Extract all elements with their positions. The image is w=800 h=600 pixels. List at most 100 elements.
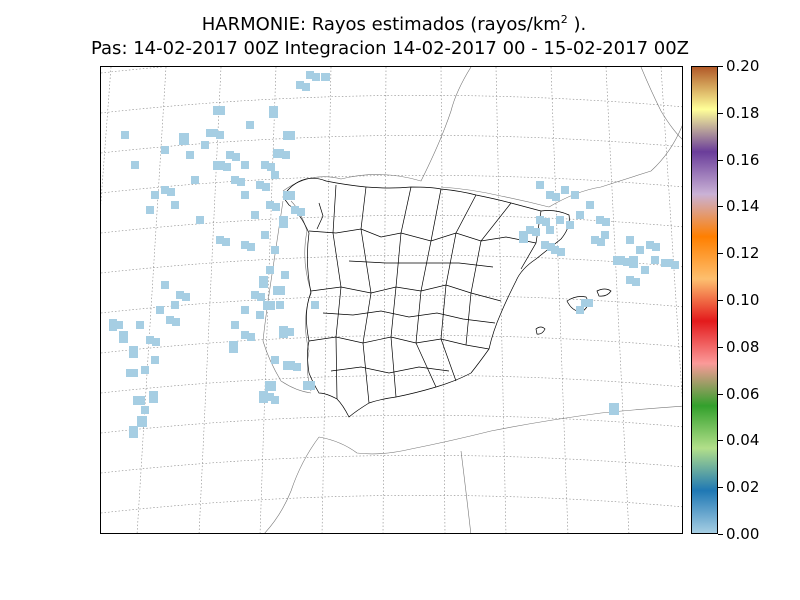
lightning-cell (191, 176, 199, 184)
lightning-cell (546, 226, 554, 234)
lightning-cell (623, 258, 631, 266)
lightning-cell (256, 311, 264, 319)
lightning-cell (541, 241, 549, 249)
graticule-lines (101, 67, 682, 533)
lightning-cell (286, 328, 294, 336)
meridian-line (198, 67, 222, 533)
lightning-cell (126, 369, 138, 377)
lightning-cell (296, 81, 304, 89)
colorbar-label: 0.00 (726, 525, 760, 543)
lightning-cell (536, 181, 544, 189)
meridian-line (440, 67, 446, 533)
lightning-cell (279, 326, 288, 338)
france-coast (282, 67, 472, 192)
lightning-cell (231, 321, 239, 329)
colorbar-label: 0.14 (726, 197, 760, 216)
lightning-cell (626, 236, 634, 244)
lightning-cell (629, 256, 638, 268)
colorbar-tick (718, 66, 723, 67)
lightning-cell (241, 241, 249, 249)
province-boundary (390, 186, 412, 398)
meridian-line (660, 67, 682, 400)
colorbar-tick (718, 440, 723, 442)
lightning-cell (241, 191, 249, 199)
lightning-cell (576, 211, 584, 219)
colorbar-tick (718, 112, 723, 114)
lightning-cell (133, 396, 145, 405)
meridian-line (605, 67, 630, 533)
province-boundary (308, 336, 490, 350)
lightning-cell (613, 256, 625, 265)
lightning-cell (262, 183, 270, 191)
lightning-cell (179, 133, 189, 145)
parallel-line (101, 215, 682, 234)
lightning-cell (281, 271, 289, 279)
meridian-line (495, 67, 507, 533)
lightning-cell (229, 341, 238, 353)
colorbar-label: 0.08 (726, 337, 760, 356)
lightning-cell (156, 306, 164, 314)
lightning-cell (151, 191, 159, 199)
lightning-cell (556, 216, 564, 224)
colorbar-label: 0.02 (726, 478, 760, 497)
lightning-cell (269, 106, 278, 118)
colorbar-label: 0.04 (726, 431, 760, 450)
lightning-cell (291, 206, 299, 214)
lightning-cell (261, 161, 269, 169)
province-boundary (322, 310, 496, 324)
lightning-cell (196, 216, 204, 224)
title-text: HARMONIE: Rayos estimados (rayos/km (201, 14, 561, 35)
lightning-cell (161, 186, 169, 194)
colorbar-tick (718, 253, 723, 255)
lightning-cell (231, 176, 239, 184)
lightning-cell (596, 216, 604, 224)
spain-provinces (282, 177, 612, 418)
lightning-cell (152, 338, 160, 346)
meridian-line (259, 67, 277, 533)
lightning-cell (532, 228, 540, 236)
lightning-cell (302, 83, 310, 91)
parallel-line (101, 335, 682, 354)
lightning-cell (146, 336, 154, 344)
lightning-cell (636, 246, 644, 254)
parallel-line (101, 67, 682, 74)
meridian-line (321, 67, 332, 533)
lightning-cell (263, 301, 275, 310)
lightning-cell (273, 286, 285, 295)
lightning-cell (241, 306, 249, 314)
lightning-cell (601, 231, 609, 239)
lightning-cell (115, 321, 123, 329)
colorbar-tick (718, 393, 723, 395)
lightning-cell (271, 246, 279, 254)
lightning-cell (276, 301, 284, 309)
morocco-coast (318, 405, 682, 455)
lightning-cell (171, 201, 179, 209)
lightning-cell (546, 191, 554, 199)
lightning-cell (182, 293, 190, 301)
colorbar-tick (718, 300, 723, 301)
lightning-cell (526, 226, 534, 234)
france-spain-border (440, 186, 550, 208)
province-boundary (330, 366, 450, 374)
lightning-cell (519, 231, 528, 243)
lightning-cell (265, 381, 276, 391)
lightning-cell (172, 318, 180, 326)
lightning-cell (321, 73, 330, 81)
lightning-cell (661, 259, 673, 267)
lightning-cell (216, 131, 224, 139)
lightning-cell (241, 161, 249, 169)
lightning-cell (581, 299, 593, 307)
lightning-cell (121, 131, 129, 139)
lightning-cell (267, 163, 275, 171)
parallel-line (101, 175, 682, 194)
parallel-line (101, 415, 682, 434)
lightning-cell (141, 406, 149, 414)
meridian-line (101, 67, 112, 205)
lightning-cell (651, 256, 659, 264)
parallel-line (101, 255, 682, 274)
lightning-cell (632, 278, 640, 286)
map-title-line-1: HARMONIE: Rayos estimados (rayos/km2 ). (0, 14, 794, 36)
lightning-cell (166, 316, 174, 324)
lightning-cell (552, 193, 560, 201)
lightning-cell (609, 403, 619, 415)
